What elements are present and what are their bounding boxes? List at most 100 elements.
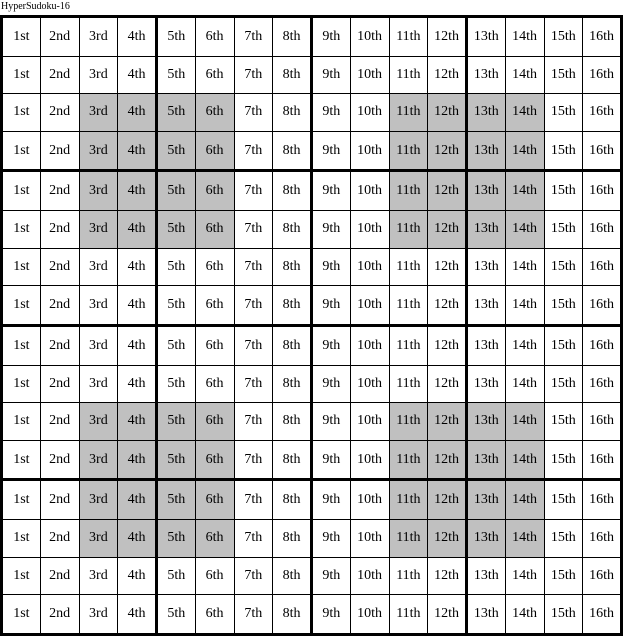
grid-cell-r11c12[interactable]: 12th bbox=[427, 402, 468, 441]
grid-cell-r7c10[interactable]: 10th bbox=[349, 247, 390, 287]
grid-cell-r11c15[interactable]: 15th bbox=[543, 402, 584, 441]
grid-cell-r13c15[interactable]: 15th bbox=[543, 479, 584, 521]
grid-cell-r5c3[interactable]: 3rd bbox=[78, 170, 119, 212]
grid-cell-r12c14[interactable]: 14th bbox=[504, 439, 545, 482]
grid-cell-r7c5[interactable]: 5th bbox=[156, 247, 196, 287]
grid-cell-r9c12[interactable]: 12th bbox=[427, 324, 468, 366]
grid-cell-r1c15[interactable]: 15th bbox=[543, 16, 584, 57]
grid-cell-r15c15[interactable]: 15th bbox=[543, 556, 584, 596]
grid-cell-r15c7[interactable]: 7th bbox=[233, 556, 274, 596]
grid-cell-r16c5[interactable]: 5th bbox=[156, 594, 196, 635]
grid-cell-r12c12[interactable]: 12th bbox=[427, 439, 468, 482]
grid-cell-r12c15[interactable]: 15th bbox=[543, 439, 584, 482]
grid-cell-r9c14[interactable]: 14th bbox=[504, 324, 545, 366]
grid-cell-r5c12[interactable]: 12th bbox=[427, 170, 468, 212]
grid-cell-r6c11[interactable]: 11th bbox=[388, 210, 429, 249]
grid-cell-r3c3[interactable]: 3rd bbox=[78, 93, 119, 132]
grid-cell-r16c3[interactable]: 3rd bbox=[78, 594, 119, 635]
grid-cell-r12c9[interactable]: 9th bbox=[311, 439, 351, 482]
grid-cell-r4c10[interactable]: 10th bbox=[349, 130, 390, 173]
grid-cell-r1c16[interactable]: 16th bbox=[582, 16, 622, 57]
grid-cell-r13c14[interactable]: 14th bbox=[504, 479, 545, 521]
grid-cell-r11c11[interactable]: 11th bbox=[388, 402, 429, 441]
grid-cell-r9c13[interactable]: 13th bbox=[466, 324, 506, 366]
grid-cell-r7c14[interactable]: 14th bbox=[504, 247, 545, 287]
grid-cell-r12c5[interactable]: 5th bbox=[156, 439, 196, 482]
grid-cell-r9c5[interactable]: 5th bbox=[156, 324, 196, 366]
grid-cell-r4c1[interactable]: 1st bbox=[1, 130, 41, 173]
grid-cell-r2c6[interactable]: 6th bbox=[194, 55, 235, 95]
grid-cell-r2c12[interactable]: 12th bbox=[427, 55, 468, 95]
grid-cell-r13c3[interactable]: 3rd bbox=[78, 479, 119, 521]
grid-cell-r12c16[interactable]: 16th bbox=[582, 439, 622, 482]
grid-cell-r11c6[interactable]: 6th bbox=[194, 402, 235, 441]
grid-cell-r3c6[interactable]: 6th bbox=[194, 93, 235, 132]
grid-cell-r2c16[interactable]: 16th bbox=[582, 55, 622, 95]
grid-cell-r6c13[interactable]: 13th bbox=[466, 210, 506, 249]
grid-cell-r12c6[interactable]: 6th bbox=[194, 439, 235, 482]
grid-cell-r4c9[interactable]: 9th bbox=[311, 130, 351, 173]
grid-cell-r10c16[interactable]: 16th bbox=[582, 364, 622, 404]
grid-cell-r3c11[interactable]: 11th bbox=[388, 93, 429, 132]
grid-cell-r15c4[interactable]: 4th bbox=[117, 556, 158, 596]
grid-cell-r5c15[interactable]: 15th bbox=[543, 170, 584, 212]
grid-cell-r5c4[interactable]: 4th bbox=[117, 170, 158, 212]
grid-cell-r8c14[interactable]: 14th bbox=[504, 285, 545, 327]
grid-cell-r14c7[interactable]: 7th bbox=[233, 519, 274, 558]
grid-cell-r7c2[interactable]: 2nd bbox=[39, 247, 80, 287]
grid-cell-r10c15[interactable]: 15th bbox=[543, 364, 584, 404]
grid-cell-r11c9[interactable]: 9th bbox=[311, 402, 351, 441]
grid-cell-r14c1[interactable]: 1st bbox=[1, 519, 41, 558]
grid-cell-r11c16[interactable]: 16th bbox=[582, 402, 622, 441]
grid-cell-r12c1[interactable]: 1st bbox=[1, 439, 41, 482]
grid-cell-r13c16[interactable]: 16th bbox=[582, 479, 622, 521]
grid-cell-r5c1[interactable]: 1st bbox=[1, 170, 41, 212]
grid-cell-r5c14[interactable]: 14th bbox=[504, 170, 545, 212]
grid-cell-r5c13[interactable]: 13th bbox=[466, 170, 506, 212]
grid-cell-r13c13[interactable]: 13th bbox=[466, 479, 506, 521]
grid-cell-r6c16[interactable]: 16th bbox=[582, 210, 622, 249]
grid-cell-r2c15[interactable]: 15th bbox=[543, 55, 584, 95]
grid-cell-r11c2[interactable]: 2nd bbox=[39, 402, 80, 441]
grid-cell-r3c10[interactable]: 10th bbox=[349, 93, 390, 132]
grid-cell-r5c5[interactable]: 5th bbox=[156, 170, 196, 212]
grid-cell-r3c2[interactable]: 2nd bbox=[39, 93, 80, 132]
grid-cell-r3c9[interactable]: 9th bbox=[311, 93, 351, 132]
grid-cell-r13c9[interactable]: 9th bbox=[311, 479, 351, 521]
grid-cell-r7c16[interactable]: 16th bbox=[582, 247, 622, 287]
grid-cell-r14c11[interactable]: 11th bbox=[388, 519, 429, 558]
grid-cell-r8c6[interactable]: 6th bbox=[194, 285, 235, 327]
grid-cell-r5c9[interactable]: 9th bbox=[311, 170, 351, 212]
grid-cell-r5c10[interactable]: 10th bbox=[349, 170, 390, 212]
grid-cell-r3c12[interactable]: 12th bbox=[427, 93, 468, 132]
grid-cell-r15c13[interactable]: 13th bbox=[466, 556, 506, 596]
grid-cell-r6c12[interactable]: 12th bbox=[427, 210, 468, 249]
grid-cell-r6c7[interactable]: 7th bbox=[233, 210, 274, 249]
grid-cell-r7c13[interactable]: 13th bbox=[466, 247, 506, 287]
grid-cell-r7c1[interactable]: 1st bbox=[1, 247, 41, 287]
grid-cell-r4c8[interactable]: 8th bbox=[272, 130, 313, 173]
grid-cell-r13c7[interactable]: 7th bbox=[233, 479, 274, 521]
grid-cell-r13c1[interactable]: 1st bbox=[1, 479, 41, 521]
grid-cell-r11c4[interactable]: 4th bbox=[117, 402, 158, 441]
grid-cell-r8c15[interactable]: 15th bbox=[543, 285, 584, 327]
grid-cell-r11c10[interactable]: 10th bbox=[349, 402, 390, 441]
grid-cell-r2c9[interactable]: 9th bbox=[311, 55, 351, 95]
grid-cell-r6c10[interactable]: 10th bbox=[349, 210, 390, 249]
grid-cell-r15c12[interactable]: 12th bbox=[427, 556, 468, 596]
grid-cell-r11c5[interactable]: 5th bbox=[156, 402, 196, 441]
grid-cell-r9c4[interactable]: 4th bbox=[117, 324, 158, 366]
grid-cell-r8c3[interactable]: 3rd bbox=[78, 285, 119, 327]
grid-cell-r10c14[interactable]: 14th bbox=[504, 364, 545, 404]
grid-cell-r1c10[interactable]: 10th bbox=[349, 16, 390, 57]
grid-cell-r4c3[interactable]: 3rd bbox=[78, 130, 119, 173]
grid-cell-r4c13[interactable]: 13th bbox=[466, 130, 506, 173]
grid-cell-r3c8[interactable]: 8th bbox=[272, 93, 313, 132]
grid-cell-r14c12[interactable]: 12th bbox=[427, 519, 468, 558]
grid-cell-r13c8[interactable]: 8th bbox=[272, 479, 313, 521]
grid-cell-r3c14[interactable]: 14th bbox=[504, 93, 545, 132]
grid-cell-r7c9[interactable]: 9th bbox=[311, 247, 351, 287]
grid-cell-r15c9[interactable]: 9th bbox=[311, 556, 351, 596]
grid-cell-r1c11[interactable]: 11th bbox=[388, 16, 429, 57]
grid-cell-r10c1[interactable]: 1st bbox=[1, 364, 41, 404]
